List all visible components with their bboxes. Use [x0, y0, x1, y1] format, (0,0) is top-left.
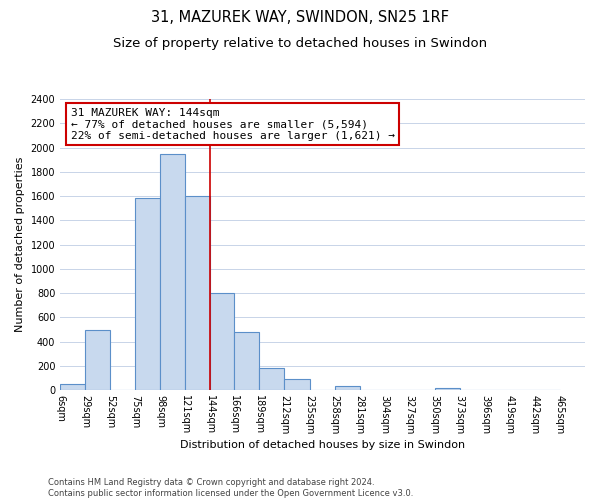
Bar — [259, 368, 284, 390]
Bar — [60, 384, 85, 390]
Bar — [135, 198, 160, 390]
Bar — [160, 154, 185, 390]
Y-axis label: Number of detached properties: Number of detached properties — [15, 157, 25, 332]
Bar — [211, 293, 235, 390]
Text: 31, MAZUREK WAY, SWINDON, SN25 1RF: 31, MAZUREK WAY, SWINDON, SN25 1RF — [151, 10, 449, 25]
Bar — [284, 380, 310, 390]
Text: Size of property relative to detached houses in Swindon: Size of property relative to detached ho… — [113, 38, 487, 51]
Bar — [435, 388, 460, 390]
Bar — [85, 330, 110, 390]
X-axis label: Distribution of detached houses by size in Swindon: Distribution of detached houses by size … — [180, 440, 465, 450]
Bar — [185, 196, 211, 390]
Text: Contains HM Land Registry data © Crown copyright and database right 2024.
Contai: Contains HM Land Registry data © Crown c… — [48, 478, 413, 498]
Bar — [235, 332, 259, 390]
Text: 31 MAZUREK WAY: 144sqm
← 77% of detached houses are smaller (5,594)
22% of semi-: 31 MAZUREK WAY: 144sqm ← 77% of detached… — [71, 108, 395, 141]
Bar — [335, 386, 359, 390]
